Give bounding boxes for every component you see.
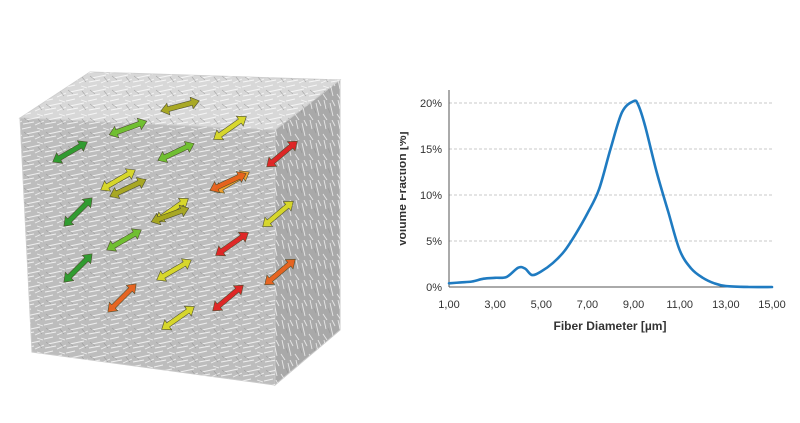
x-tick-label: 11,00 — [666, 299, 693, 311]
orientation-arrow — [160, 96, 200, 116]
orientation-arrow — [262, 200, 294, 228]
fiber-cube-image — [18, 71, 342, 387]
x-tick-labels: 1,00 3,00 5,00 7,00 9,00 11,00 13,00 15,00 — [438, 299, 785, 311]
y-tick-label: 0% — [426, 282, 442, 294]
orientation-arrow — [52, 140, 88, 164]
x-tick-label: 3,00 — [484, 299, 505, 311]
x-tick-label: 13,00 — [712, 299, 740, 311]
orientation-arrow — [63, 197, 93, 227]
y-tick-label: 20% — [420, 98, 442, 110]
orientation-arrow — [264, 258, 296, 286]
y-tick-label: 15% — [420, 144, 442, 156]
orientation-arrow — [156, 258, 192, 282]
orientation-arrow — [212, 284, 244, 312]
x-tick-label: 15,00 — [758, 299, 786, 311]
orientation-arrow — [161, 305, 195, 331]
orientation-arrows — [52, 96, 298, 331]
orientation-arrow — [108, 117, 148, 139]
cube-body — [18, 71, 342, 387]
orientation-arrow — [209, 171, 247, 193]
x-tick-label: 9,00 — [623, 299, 644, 311]
y-tick-label: 5% — [426, 236, 442, 248]
y-tick-labels: 0% 5% 10% 15% 20% — [420, 98, 442, 294]
grid-lines — [449, 102, 772, 242]
fiber-diameter-chart: 0%5%10%15%20% 1,00 3,00 5,00 7,00 9,00 11,00 1… — [400, 90, 786, 333]
series-line — [447, 99, 774, 289]
y-axis-title: Volume Fraction [%] — [400, 131, 409, 246]
y-tick-label: 10% — [420, 190, 442, 202]
orientation-arrow — [215, 231, 249, 257]
orientation-arrow — [100, 168, 136, 192]
orientation-arrow — [150, 204, 190, 226]
orientation-arrow — [107, 283, 137, 313]
orientation-arrow — [106, 228, 142, 252]
orientation-arrow — [109, 177, 147, 199]
x-tick-label: 5,00 — [531, 299, 552, 311]
x-axis-title: Fiber Diameter [µm] — [554, 319, 667, 333]
orientation-arrow — [157, 141, 195, 163]
orientation-arrow — [63, 253, 93, 283]
orientation-arrow — [213, 115, 247, 141]
x-tick-label: 1,00 — [438, 299, 459, 311]
orientation-arrow — [266, 140, 298, 168]
x-tick-label: 7,00 — [577, 299, 598, 311]
